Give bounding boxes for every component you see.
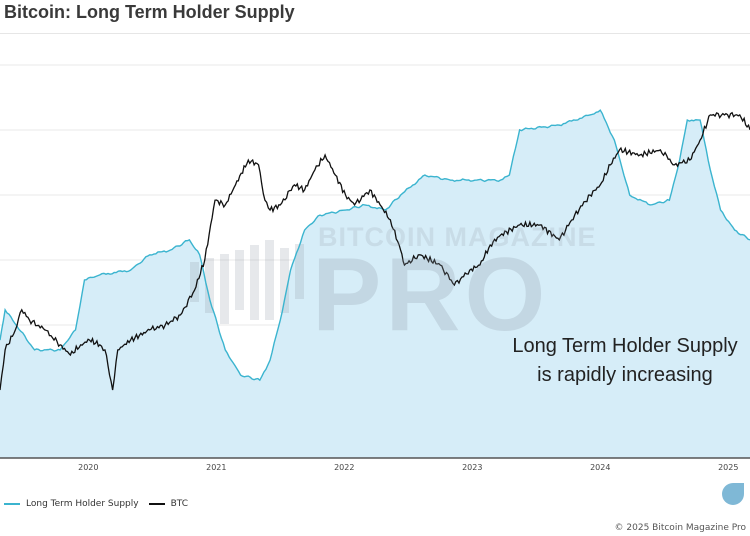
x-tick-label: 2022 [334, 463, 354, 472]
lth-area-fill [0, 110, 750, 458]
watermark-pro: PRO [312, 237, 550, 353]
legend-lth-label[interactable]: Long Term Holder Supply [26, 499, 139, 509]
legend-btc-label[interactable]: BTC [170, 499, 189, 509]
watermark-bar [265, 240, 274, 320]
lth-legend-swatch [4, 503, 20, 505]
watermark-logo-bars [190, 240, 304, 324]
lth-series-line [0, 109, 750, 382]
watermark-bar [250, 245, 259, 320]
chart-annotation: Long Term Holder Supply is rapidly incre… [505, 332, 745, 390]
watermark-bar [280, 248, 289, 313]
btc-series-line [0, 111, 750, 391]
annotation-line-2: is rapidly increasing [537, 364, 713, 386]
brand-logo-icon [722, 483, 744, 505]
x-tick-label: 2025 [718, 463, 738, 472]
watermark-bar [205, 258, 214, 313]
watermark-bar [220, 254, 229, 324]
x-tick-label: 2024 [590, 463, 610, 472]
x-axis-ticks: 2020 2021 2022 2023 2024 2025 [78, 463, 738, 472]
watermark-text: BITCOIN MAGAZINE [318, 222, 597, 252]
x-tick-label: 2021 [206, 463, 226, 472]
x-tick-label: 2020 [78, 463, 98, 472]
watermark-bar [295, 244, 304, 299]
chart-legend: Long Term Holder Supply BTC [4, 499, 188, 509]
x-tick-label: 2023 [462, 463, 482, 472]
annotation-line-1: Long Term Holder Supply [512, 335, 738, 357]
watermark-bar [190, 262, 199, 302]
watermark-bar [235, 250, 244, 310]
chart-title: Bitcoin: Long Term Holder Supply [4, 2, 295, 22]
btc-legend-swatch [148, 503, 165, 505]
copyright-text: © 2025 Bitcoin Magazine Pro [614, 523, 746, 533]
title-divider [0, 33, 750, 34]
